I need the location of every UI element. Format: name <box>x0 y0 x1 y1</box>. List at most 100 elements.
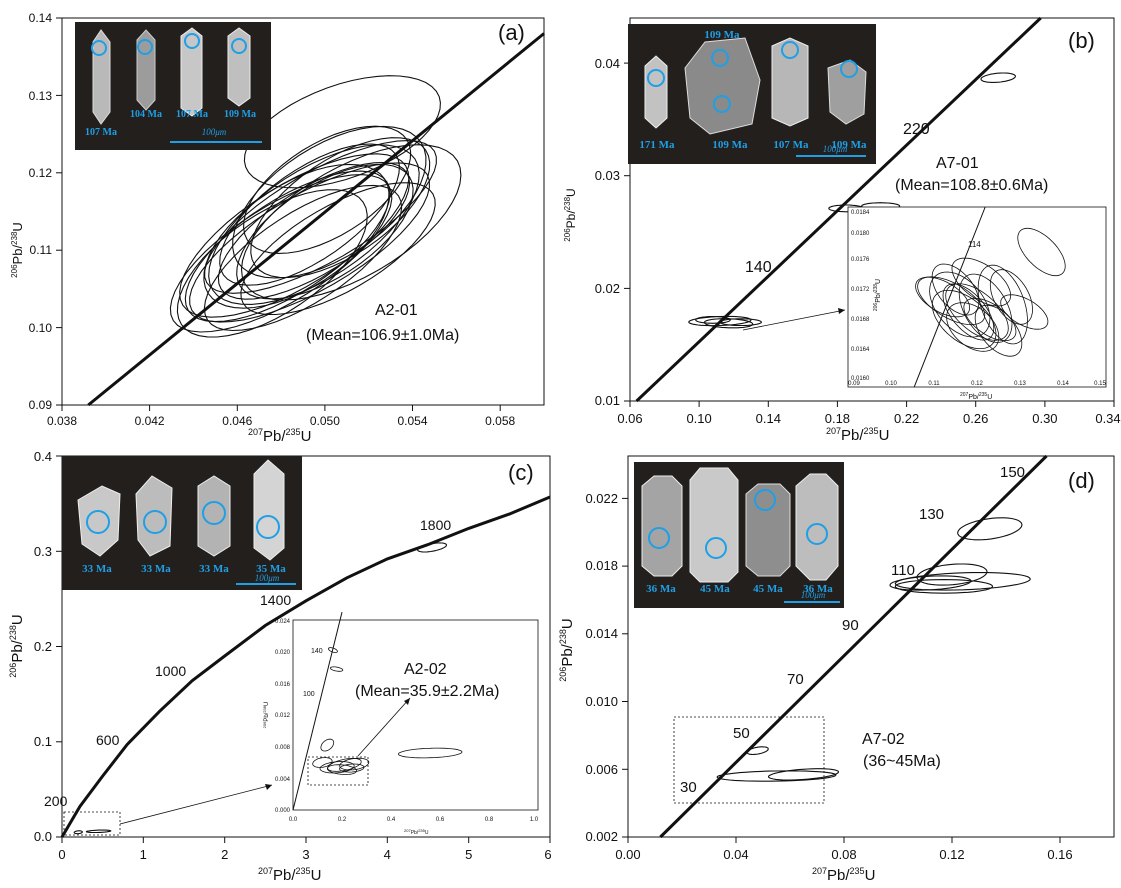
error-ellipse <box>946 302 1000 352</box>
panel-b-yticklabels: 0.01 0.02 0.03 0.04 <box>595 56 620 408</box>
x-axis-label: 207Pb/235U <box>812 866 875 884</box>
y-tick-label: 0.018 <box>585 558 618 573</box>
zircon-grain <box>92 29 111 125</box>
inset-frame <box>292 619 539 811</box>
zoom-box <box>63 811 121 836</box>
grain-age: 109 Ma <box>704 29 740 41</box>
x-tick-label: 0.0 <box>289 817 298 823</box>
grain-age: 171 Ma <box>639 139 675 151</box>
age-label: 600 <box>96 732 120 748</box>
age-label: 1400 <box>260 592 291 608</box>
y-tick-label: 0.010 <box>585 694 618 709</box>
error-ellipse <box>889 575 972 591</box>
zircon-grain <box>689 467 739 583</box>
x-tick-label: 0.10 <box>686 411 711 426</box>
x-tick-label: 0.30 <box>1032 411 1057 426</box>
sample-age-range: (36~45Ma) <box>863 753 941 770</box>
sample-name: A2-02 <box>404 661 447 678</box>
spot-marker <box>91 40 107 56</box>
error-ellipse <box>1017 227 1066 277</box>
x-tick-label: 0.16 <box>1047 847 1072 862</box>
x-tick-label: 1.0 <box>530 817 539 823</box>
panel-d-plot <box>659 454 1048 839</box>
inset-frame <box>847 206 1107 388</box>
spot-marker <box>143 510 167 534</box>
x-tick-label: 0.13 <box>1014 381 1026 387</box>
y-tick-label: 0.022 <box>585 491 618 506</box>
x-tick-label: 0.054 <box>397 414 427 428</box>
concordia-curve <box>635 16 1042 403</box>
y-tick-label: 0.09 <box>29 398 53 412</box>
y-axis-label: 206Pb/238U <box>558 618 576 681</box>
panel-label: (d) <box>1068 468 1095 493</box>
x-axis-label: 207Pb/235U <box>258 866 321 884</box>
x-tick-label: 0.12 <box>971 381 983 387</box>
x-tick-label: 0.8 <box>485 817 494 823</box>
grain-age: 33 Ma <box>199 563 229 575</box>
grain-age: 107 Ma <box>176 109 208 120</box>
spot-marker <box>713 95 731 113</box>
zoom-box <box>307 756 369 786</box>
y-tick-label: 0.002 <box>585 829 618 844</box>
y-tick-label: 0.008 <box>275 745 291 751</box>
error-ellipse <box>250 137 431 279</box>
y-tick-label: 0.3 <box>34 544 52 559</box>
zircon-grain <box>644 55 668 129</box>
x-tick-label: 0.050 <box>310 414 340 428</box>
y-tick-label: 0.04 <box>595 56 620 71</box>
zircon-grain <box>771 37 809 127</box>
panel-label: (b) <box>1068 28 1095 53</box>
zircon-grain <box>77 485 121 557</box>
x-tick-label: 5 <box>465 847 472 862</box>
error-ellipse <box>980 72 1016 83</box>
panel-b-plot <box>635 16 1042 403</box>
panel-b-xticklabels: 0.06 0.10 0.14 0.18 0.22 0.26 0.30 0.34 <box>617 411 1120 426</box>
y-tick-label: 0.024 <box>275 619 291 625</box>
x-tick-label: 0.12 <box>939 847 964 862</box>
y-axis-label: 206Pb/238U <box>563 188 578 241</box>
age-label: 1000 <box>155 663 186 679</box>
error-ellipse <box>176 189 368 338</box>
zircon-grain <box>745 483 791 577</box>
x-axis-label: 207Pb/235U <box>826 426 889 444</box>
zircon-grain <box>253 459 285 561</box>
spot-marker <box>705 537 727 559</box>
age-label: 200 <box>44 793 68 809</box>
panel-b: 0.06 0.10 0.14 0.18 0.22 0.26 0.30 0.34 … <box>563 16 1121 444</box>
panel-a-frame <box>61 17 545 406</box>
y-tick-label: 0.012 <box>275 713 291 719</box>
error-ellipse <box>397 747 463 759</box>
spot-marker <box>202 501 226 525</box>
error-ellipse <box>1000 294 1049 330</box>
grain-age: 45 Ma <box>753 583 783 595</box>
inset-c-plot <box>292 611 463 811</box>
y-tick-label: 0.0160 <box>851 376 870 382</box>
zircon-grain <box>135 475 173 557</box>
x-tick-label: 0.26 <box>963 411 988 426</box>
y-tick-label: 0.020 <box>275 650 291 656</box>
grain-age: 109 Ma <box>831 139 867 151</box>
error-ellipse <box>746 746 769 756</box>
age-label: 110 <box>891 562 915 579</box>
x-tick-label: 1 <box>140 847 147 862</box>
age-label: 150 <box>1000 464 1025 481</box>
age-label: 50 <box>733 725 750 742</box>
error-ellipse <box>719 318 763 327</box>
spot-marker <box>648 527 670 549</box>
error-ellipse <box>931 263 980 316</box>
panel-a-yticklabels: 0.09 0.10 0.11 0.12 0.13 0.14 <box>29 11 53 412</box>
error-ellipse <box>929 271 991 338</box>
grain-age: 33 Ma <box>141 563 171 575</box>
cl-image-panel: 107 Ma 104 Ma 107 Ma 109 Ma 100μm <box>75 22 271 150</box>
inset-age-label: 114 <box>968 240 981 249</box>
zircon-grain <box>197 475 231 557</box>
panel-c-yticklabels: 0.0 0.1 0.2 0.3 0.4 <box>34 449 52 844</box>
inset-y-axis-label: 206Pb/238U <box>873 279 882 311</box>
zircon-grain <box>227 27 251 107</box>
inset-y-axis-label: 206Pb/238U <box>262 702 270 729</box>
error-ellipse <box>327 647 338 653</box>
x-tick-label: 0.22 <box>894 411 919 426</box>
inset-x-axis-label: 207Pb/235U <box>960 392 992 401</box>
error-ellipse <box>219 143 400 286</box>
concordia-curve <box>913 206 986 388</box>
